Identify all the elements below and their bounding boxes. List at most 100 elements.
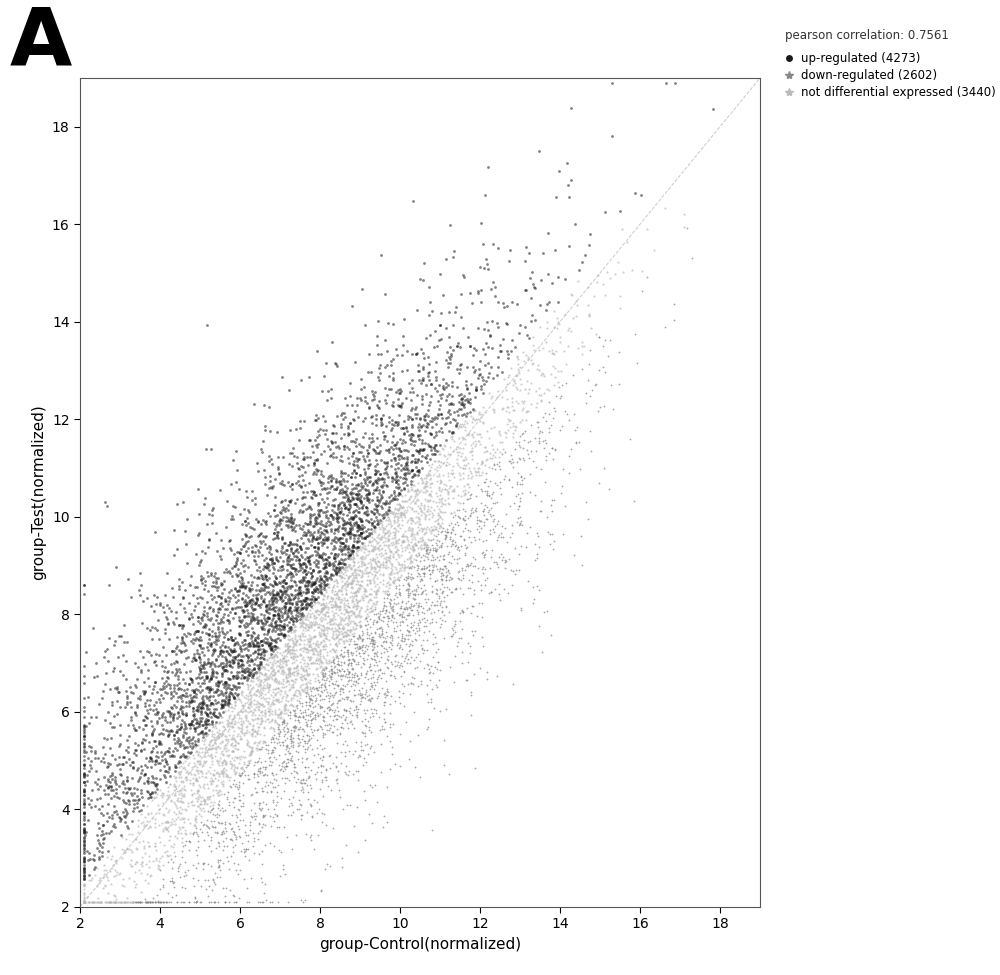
Point bbox=[364, 533, 380, 549]
Point bbox=[360, 595, 376, 610]
Point bbox=[411, 548, 427, 564]
Point bbox=[544, 492, 560, 508]
Point bbox=[418, 478, 434, 493]
Point bbox=[304, 548, 320, 564]
Point bbox=[285, 545, 301, 561]
Point bbox=[218, 690, 234, 706]
Point bbox=[305, 562, 321, 577]
Point bbox=[267, 614, 283, 630]
Point bbox=[329, 664, 345, 680]
Point bbox=[367, 602, 383, 617]
Point bbox=[268, 766, 284, 782]
Point bbox=[129, 854, 145, 870]
Point bbox=[306, 616, 322, 632]
Point bbox=[294, 625, 310, 641]
Point bbox=[251, 815, 267, 831]
Point bbox=[407, 433, 423, 448]
Point bbox=[287, 719, 303, 734]
Point bbox=[299, 678, 315, 693]
Point bbox=[302, 432, 318, 448]
Point bbox=[380, 652, 396, 668]
Point bbox=[159, 669, 175, 684]
Point bbox=[382, 630, 398, 645]
Point bbox=[384, 473, 400, 488]
Point bbox=[270, 731, 286, 747]
Point bbox=[403, 512, 419, 527]
Point bbox=[307, 540, 323, 556]
Point bbox=[419, 415, 435, 431]
Point bbox=[365, 542, 381, 558]
Point bbox=[322, 480, 338, 495]
Point bbox=[383, 561, 399, 576]
Point bbox=[153, 787, 169, 802]
Point bbox=[190, 798, 206, 813]
Point bbox=[191, 506, 207, 522]
Point bbox=[542, 526, 558, 541]
Point bbox=[201, 736, 217, 752]
Point bbox=[232, 806, 248, 822]
Point bbox=[282, 445, 298, 460]
Point bbox=[379, 608, 395, 624]
Point bbox=[401, 519, 417, 534]
Point bbox=[86, 852, 102, 868]
Point bbox=[399, 570, 415, 586]
Point bbox=[366, 675, 382, 690]
Point bbox=[205, 616, 221, 632]
Point bbox=[153, 894, 169, 910]
Point bbox=[310, 696, 326, 712]
Point bbox=[153, 687, 169, 703]
Point bbox=[100, 756, 116, 771]
Point bbox=[267, 615, 283, 631]
Point bbox=[473, 283, 489, 298]
Point bbox=[414, 475, 430, 490]
Point bbox=[159, 685, 175, 701]
Point bbox=[272, 685, 288, 701]
Point bbox=[415, 417, 431, 433]
Point bbox=[453, 630, 469, 645]
Point bbox=[275, 562, 291, 577]
Point bbox=[186, 759, 202, 774]
Point bbox=[259, 597, 275, 612]
Point bbox=[128, 707, 144, 722]
Point bbox=[223, 682, 239, 697]
Point bbox=[321, 677, 337, 692]
Point bbox=[506, 495, 522, 511]
Point bbox=[504, 332, 520, 348]
Point bbox=[208, 573, 224, 589]
Point bbox=[224, 759, 240, 774]
Point bbox=[325, 654, 341, 670]
Point bbox=[409, 562, 425, 577]
Point bbox=[362, 527, 378, 543]
Point bbox=[385, 598, 401, 613]
Point bbox=[195, 619, 211, 635]
Point bbox=[271, 466, 287, 482]
Point bbox=[463, 687, 479, 703]
Point bbox=[211, 787, 227, 802]
Point bbox=[331, 589, 347, 604]
Point bbox=[330, 583, 346, 599]
Point bbox=[206, 684, 222, 700]
Point bbox=[387, 587, 403, 603]
Point bbox=[390, 397, 406, 412]
Point bbox=[188, 772, 204, 788]
Point bbox=[250, 514, 266, 529]
Point bbox=[367, 678, 383, 693]
Point bbox=[176, 894, 192, 910]
Point bbox=[276, 713, 292, 728]
Point bbox=[410, 617, 426, 633]
Point bbox=[256, 721, 272, 736]
Point bbox=[303, 691, 319, 707]
Point bbox=[363, 603, 379, 618]
Point bbox=[245, 609, 261, 625]
Point bbox=[420, 498, 436, 514]
Point bbox=[337, 764, 353, 780]
Point bbox=[437, 558, 453, 573]
Point bbox=[265, 689, 281, 705]
Point bbox=[128, 742, 144, 758]
Point bbox=[316, 561, 332, 576]
Point bbox=[119, 805, 135, 821]
Point bbox=[309, 603, 325, 618]
Point bbox=[279, 737, 295, 753]
Point bbox=[300, 656, 316, 672]
Point bbox=[336, 497, 352, 513]
